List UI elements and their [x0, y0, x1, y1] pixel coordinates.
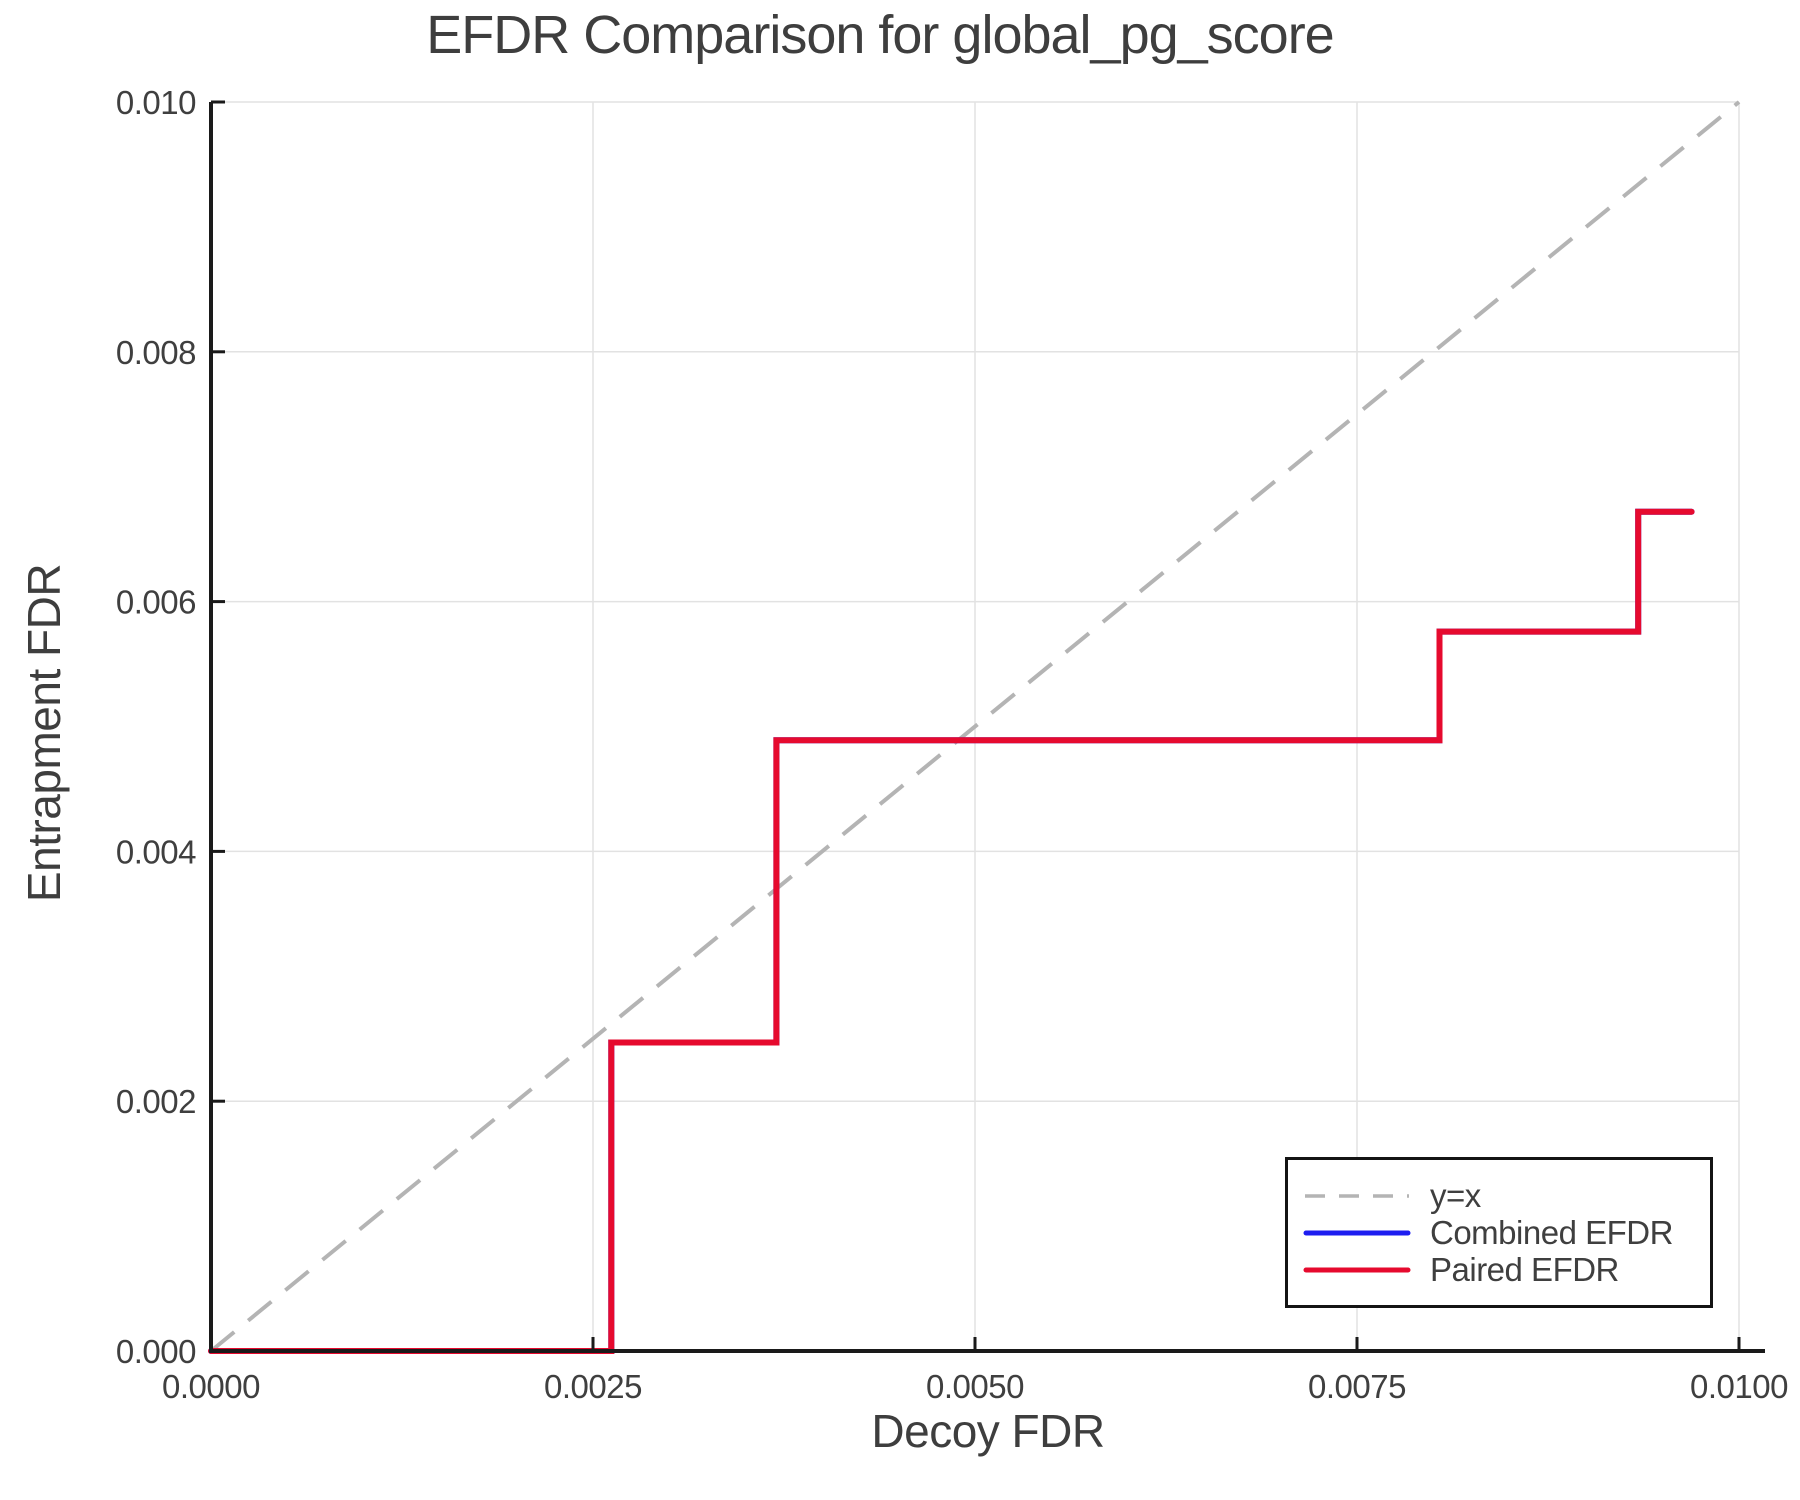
x-tick-label: 0.0100 [1690, 1368, 1788, 1405]
x-tick-label: 0.0050 [926, 1368, 1024, 1405]
gridlines [211, 101, 1740, 1351]
legend-label-paired-efdr: Paired EFDR [1430, 1251, 1619, 1288]
reference-line-y-equals-x [209, 100, 1741, 1353]
legend-item-y-equals-x: y=x [1302, 1177, 1710, 1214]
x-tick-label: 0.0075 [1308, 1368, 1406, 1405]
y-tick-label: 0.006 [116, 584, 196, 621]
dashed-line-swatch [1305, 1193, 1409, 1198]
y-tick-label: 0.008 [116, 334, 196, 371]
y-tick-label: 0.000 [116, 1333, 196, 1370]
x-tick-label: 0.0025 [544, 1368, 642, 1405]
combined-efdr-line-swatch [1303, 1230, 1411, 1235]
legend: y=x Combined EFDR Paired EFDR [1285, 1157, 1713, 1308]
paired-efdr-line-swatch [1303, 1267, 1411, 1272]
legend-item-paired-efdr: Paired EFDR [1302, 1251, 1710, 1288]
y-tick-label: 0.010 [116, 84, 196, 121]
y-tick-label: 0.002 [116, 1083, 196, 1120]
series-line-paired-efdr [208, 508, 1695, 1354]
legend-item-combined-efdr: Combined EFDR [1302, 1214, 1710, 1251]
chart-title: EFDR Comparison for global_pg_score [426, 5, 1334, 65]
x-axis-label: Decoy FDR [871, 1405, 1105, 1457]
legend-label-combined-efdr: Combined EFDR [1430, 1214, 1673, 1251]
x-tick-label: 0.0000 [162, 1368, 260, 1405]
y-tick-label: 0.004 [116, 833, 196, 870]
legend-label-y-equals-x: y=x [1430, 1177, 1481, 1214]
